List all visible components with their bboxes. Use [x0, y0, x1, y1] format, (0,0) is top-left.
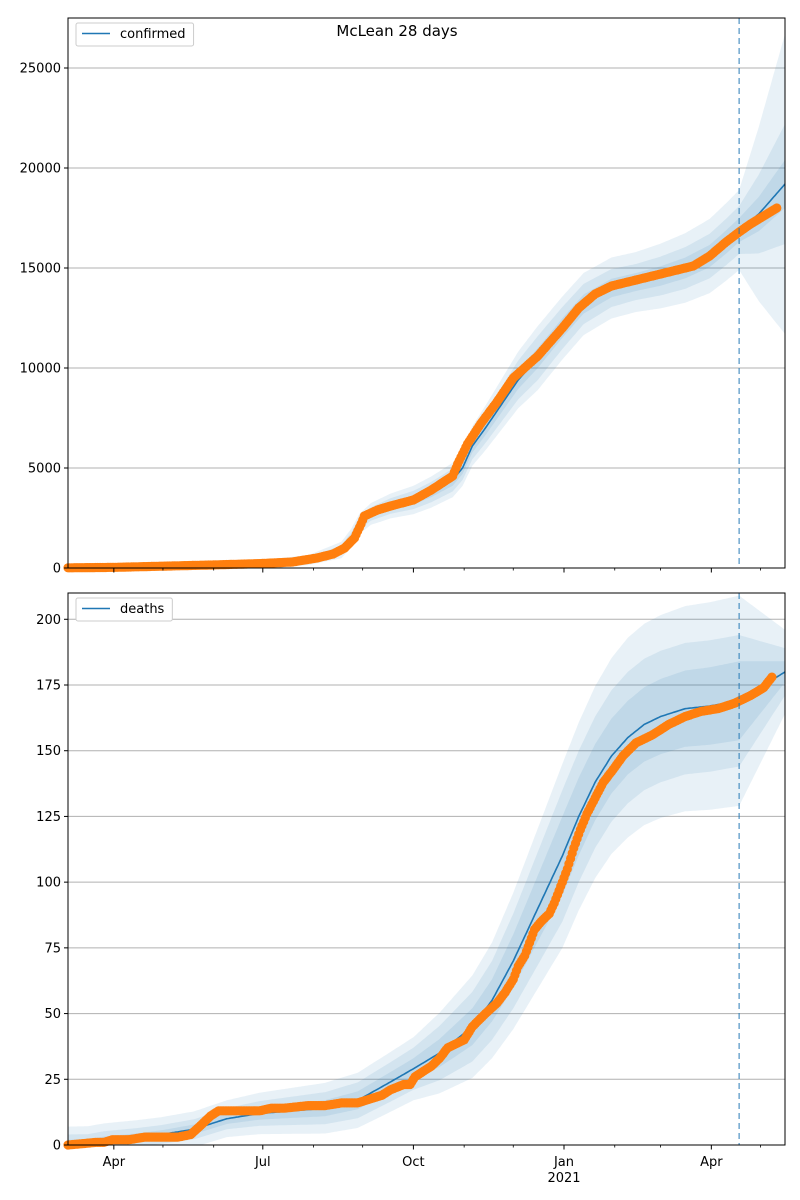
chart-title: McLean 28 days — [336, 22, 457, 40]
y-tick-label: 20000 — [20, 162, 61, 177]
y-tick-label: 25 — [44, 1073, 61, 1088]
y-tick-label: 175 — [36, 679, 61, 694]
deaths-model-line — [68, 671, 786, 1144]
y-tick-label: 150 — [36, 744, 61, 759]
y-tick-label: 25000 — [20, 62, 61, 77]
confirmed-panel: 0 5000 10000 15000 20000 25000 confirmed — [20, 17, 786, 577]
y-tick-label: 0 — [53, 1139, 61, 1154]
x-tick-label: Apr — [103, 1155, 126, 1170]
deaths-panel: 0 25 50 75 100 125 150 175 200 Apr Jul Oct Jan Apr 202… — [36, 592, 786, 1186]
deaths-band-outer — [68, 595, 785, 1145]
y-tick-label: 5000 — [28, 462, 61, 477]
confirmed-observed-point — [772, 203, 782, 213]
deaths-band-middle — [68, 635, 785, 1145]
confirmed-band-middle — [68, 124, 785, 568]
confirmed-band-outer — [68, 34, 785, 568]
y-tick-label: 125 — [36, 810, 61, 825]
x-tick-label: Jan — [553, 1155, 574, 1170]
deaths-axes-frame — [67, 592, 786, 1146]
x-year-label: 2021 — [547, 1171, 580, 1186]
deaths-observed-point — [767, 672, 777, 682]
confirmed-axes-frame — [67, 17, 786, 569]
legend-label-confirmed: confirmed — [120, 27, 186, 42]
y-tick-label: 50 — [44, 1007, 61, 1022]
y-tick-label: 200 — [36, 613, 61, 628]
y-tick-label: 0 — [53, 562, 61, 577]
y-tick-label: 100 — [36, 876, 61, 891]
confirmed-legend: confirmed — [75, 22, 195, 47]
x-tick-label: Jul — [254, 1155, 271, 1170]
x-tick-label: Apr — [700, 1155, 723, 1170]
y-tick-label: 10000 — [20, 362, 61, 377]
x-tick-label: Oct — [402, 1155, 424, 1170]
y-tick-label: 75 — [44, 941, 61, 956]
y-tick-label: 15000 — [20, 262, 61, 277]
legend-box-deaths — [75, 597, 173, 622]
deaths-legend: deaths — [75, 597, 173, 622]
legend-label-deaths: deaths — [120, 602, 165, 617]
legend-box-confirmed — [75, 22, 195, 47]
